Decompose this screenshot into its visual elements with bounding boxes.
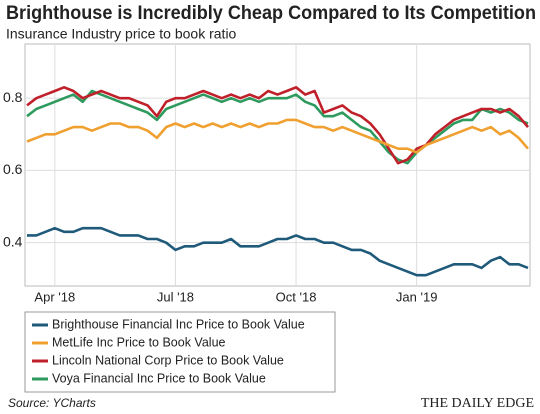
x-tick-label: Jul '18 bbox=[157, 289, 194, 304]
legend-label: MetLife Inc Price to Book Value bbox=[52, 335, 226, 349]
chart-title: Brighthouse is Incredibly Cheap Compared… bbox=[6, 3, 536, 24]
series-line bbox=[26, 118, 529, 154]
source: Source: YCharts bbox=[8, 396, 96, 410]
x-tick-label: Oct '18 bbox=[276, 289, 317, 304]
plot-frame bbox=[24, 43, 531, 287]
x-tick-label: Apr '18 bbox=[34, 289, 75, 304]
legend-label: Brighthouse Financial Inc Price to Book … bbox=[52, 317, 305, 331]
series-line bbox=[27, 226, 529, 277]
y-tick-label: 0.8 bbox=[3, 89, 23, 105]
y-tick-label: 0.6 bbox=[3, 161, 23, 177]
legend-label: Voya Financial Inc Price to Book Value bbox=[52, 371, 266, 385]
brand: THE DAILY EDGE bbox=[421, 396, 534, 411]
chart-subtitle: Insurance Industry price to book ratio bbox=[6, 26, 237, 42]
x-tick-label: Jan '19 bbox=[396, 289, 438, 304]
y-tick-label: 0.4 bbox=[3, 233, 23, 249]
series-line bbox=[26, 86, 529, 165]
legend-box bbox=[24, 311, 336, 393]
legend-label: Lincoln National Corp Price to Book Valu… bbox=[52, 353, 284, 367]
series-line bbox=[26, 89, 529, 165]
